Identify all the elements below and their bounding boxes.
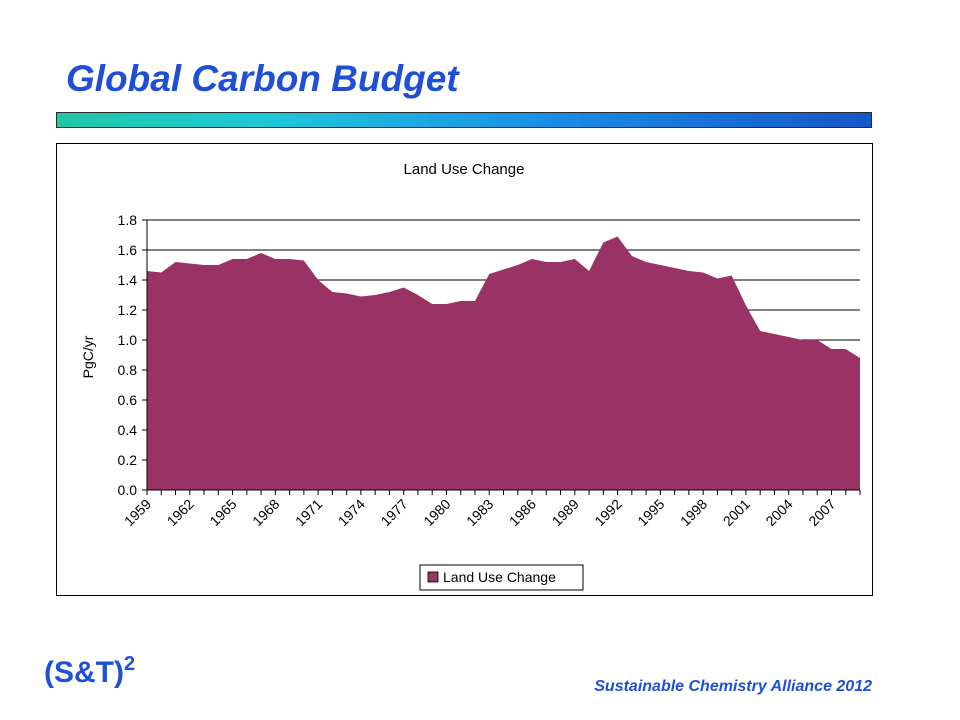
y-tick-label: 1.8 [118, 212, 138, 228]
x-tick-label: 2001 [720, 496, 753, 529]
footer-logo-superscript: 2 [123, 653, 136, 675]
x-tick-label: 1980 [420, 496, 453, 529]
legend: Land Use Change [419, 564, 584, 591]
slide-title: Global Carbon Budget [66, 58, 459, 99]
y-tick-label: 0.0 [118, 482, 138, 498]
y-tick-labels: 0.0 0.2 0.4 0.6 0.8 1.0 1.2 1.4 1.6 1.8 [118, 212, 138, 498]
legend-box [419, 564, 584, 591]
x-tick-label: 1995 [634, 496, 667, 529]
x-tick-label: 1959 [121, 496, 154, 529]
footer-logo-text: (S&T) [44, 656, 124, 689]
title-gradient-bar [56, 112, 872, 128]
x-tick-label: 2004 [762, 496, 795, 529]
footer-text: Sustainable Chemistry Alliance 2012 [594, 678, 872, 695]
axes [146, 220, 861, 495]
area-series [147, 236, 860, 490]
legend-label: Land Use Change [443, 569, 556, 585]
y-axis-label: PgC/yr [80, 335, 96, 378]
x-tick-label: 1965 [206, 496, 239, 529]
y-tick-label: 0.4 [118, 422, 138, 438]
area-land-use-change [147, 236, 860, 490]
y-tick-label: 1.0 [118, 332, 138, 348]
x-tick-label: 1974 [335, 496, 368, 529]
y-tick-label: 0.6 [118, 392, 138, 408]
x-tick-label: 1968 [249, 496, 282, 529]
x-tick-label: 1962 [164, 496, 197, 529]
x-tick-label: 1989 [549, 496, 582, 529]
y-tick-label: 1.6 [118, 242, 138, 258]
chart-title: Land Use Change [404, 161, 525, 178]
x-tick-label: 2007 [805, 496, 838, 529]
x-tick-label: 1983 [463, 496, 496, 529]
y-tick-label: 1.4 [118, 272, 138, 288]
y-tick-label: 1.2 [118, 302, 138, 318]
y-tick-label: 0.8 [118, 362, 138, 378]
x-tick-label: 1986 [506, 496, 539, 529]
y-tick-label: 0.2 [118, 452, 138, 468]
land-use-chart: Land Use Change PgC/yr 0.0 0.2 0.4 0.6 0.8 1.… [80, 161, 861, 591]
legend-swatch [427, 571, 439, 583]
chart-frame: Land Use Change PgC/yr 0.0 0.2 0.4 0.6 0.8 1.… [56, 143, 873, 596]
x-tick-label: 1971 [292, 496, 325, 529]
x-tick-label: 1977 [377, 496, 410, 529]
footer-logo: (S&T)2 [44, 653, 135, 690]
x-tick-labels: 1959 1962 1965 1968 1971 1974 1977 1980 1983 1986… [121, 496, 839, 529]
x-tick-label: 1998 [677, 496, 710, 529]
x-tick-label: 1992 [591, 496, 624, 529]
